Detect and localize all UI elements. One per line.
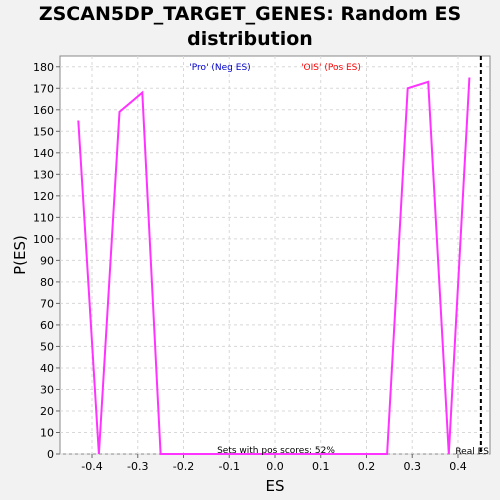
y-tick-label: 170 — [33, 82, 54, 95]
y-tick-label: 160 — [33, 104, 54, 117]
y-tick-label: 110 — [33, 211, 54, 224]
y-tick-label: 60 — [40, 319, 54, 332]
y-axis: 0 10 20 30 40 50 60 70 80 90 100 110 120 130 140 150 160… — [33, 61, 60, 461]
y-tick-label: 50 — [40, 340, 54, 353]
y-tick-label: 140 — [33, 147, 54, 160]
y-tick-label: 80 — [40, 276, 54, 289]
y-tick-label: 40 — [40, 362, 54, 375]
y-tick-label: 70 — [40, 297, 54, 310]
y-tick-label: 130 — [33, 168, 54, 181]
x-tick-label: 0.0 — [266, 460, 284, 473]
x-tick-label: -0.4 — [81, 460, 102, 473]
x-tick-label: -0.3 — [127, 460, 148, 473]
y-tick-label: 90 — [40, 254, 54, 267]
x-tick-label: 0.2 — [358, 460, 376, 473]
y-tick-label: 150 — [33, 125, 54, 138]
pos-scores-annotation: Sets with pos scores: 52% — [217, 446, 335, 456]
x-tick-label: -0.2 — [173, 460, 194, 473]
y-tick-label: 10 — [40, 426, 54, 439]
y-tick-label: 100 — [33, 233, 54, 246]
y-axis-label: P(ES) — [11, 235, 29, 275]
series-line — [77, 77, 471, 455]
chart-title: ZSCAN5DP_TARGET_GENES: Random ES distrib… — [38, 3, 462, 50]
x-tick-label: -0.1 — [219, 460, 240, 473]
x-tick-label: 0.3 — [403, 460, 421, 473]
y-tick-label: 20 — [40, 405, 54, 418]
x-axis: -0.4 -0.3 -0.2 -0.1 0.0 0.1 0.2 0.3 0.4 — [81, 454, 467, 473]
x-tick-label: 0.1 — [312, 460, 330, 473]
y-tick-label: 180 — [33, 61, 54, 74]
real-es-label: Real ES — [455, 447, 489, 457]
y-tick-label: 120 — [33, 190, 54, 203]
neg-es-annotation: 'Pro' (Neg ES) — [189, 63, 250, 73]
grid — [60, 56, 490, 455]
x-tick-label: 0.4 — [449, 460, 467, 473]
y-tick-label: 0 — [47, 448, 54, 461]
pos-es-annotation: 'OIS' (Pos ES) — [301, 63, 361, 73]
x-axis-label: ES — [266, 477, 285, 495]
y-tick-label: 30 — [40, 383, 54, 396]
